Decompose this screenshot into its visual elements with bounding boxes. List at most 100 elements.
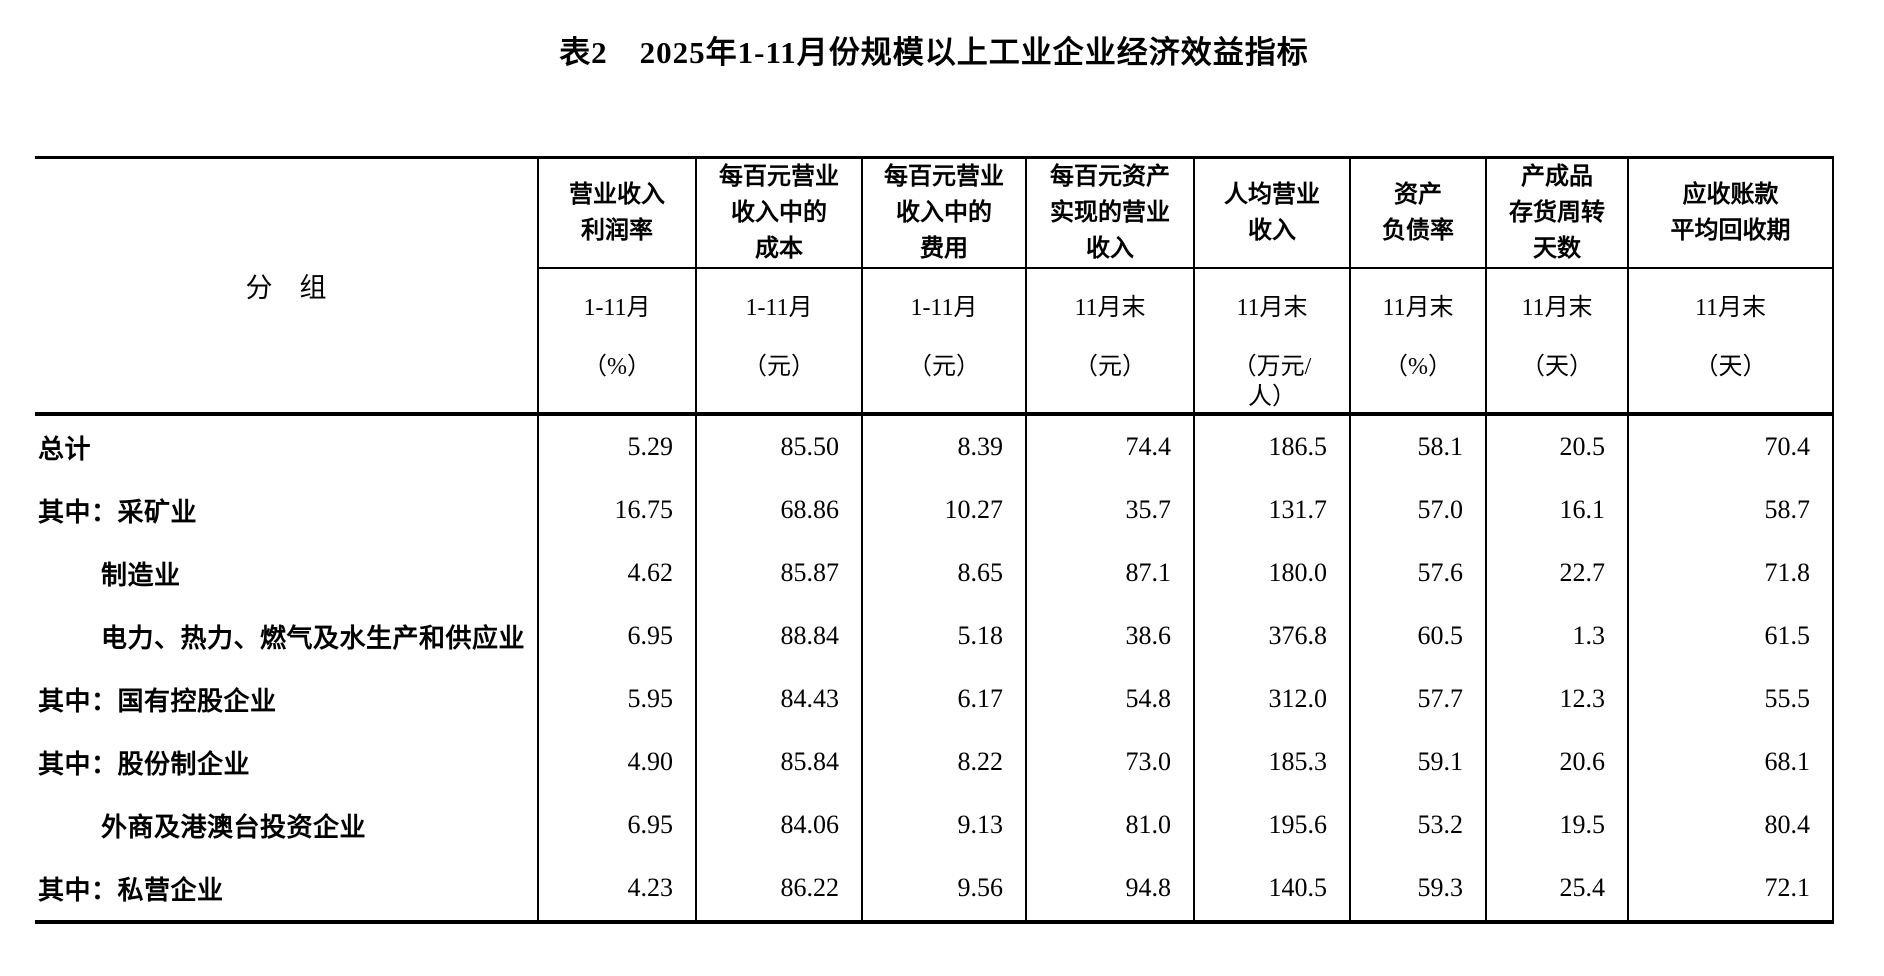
row-label: 其中：私营企业: [38, 875, 224, 905]
table-row: 其中：国有控股企业 5.95 84.43 6.17 54.8 312.0 57.…: [35, 667, 1834, 731]
cell-value: 25.4: [1485, 856, 1628, 922]
column-name: 应收账款 平均回收期: [1627, 157, 1834, 269]
cell-value: 57.7: [1349, 667, 1486, 731]
cell-value: 20.6: [1485, 730, 1628, 794]
cell-value: 57.0: [1349, 478, 1486, 542]
cell-value: 6.95: [537, 793, 696, 857]
column-name: 产成品 存货周转 天数: [1485, 157, 1628, 269]
table-row: 其中：股份制企业 4.90 85.84 8.22 73.0 185.3 59.1…: [35, 730, 1834, 794]
column-subheader: 11月末 （%）: [1349, 267, 1486, 414]
cell-value: 73.0: [1025, 730, 1194, 794]
cell-value: 87.1: [1025, 541, 1194, 605]
row-label: 总计: [35, 411, 538, 479]
cell-value: 80.4: [1627, 793, 1834, 857]
column-period: 11月末: [1382, 294, 1454, 321]
cell-value: 85.87: [695, 541, 862, 605]
cell-value: 19.5: [1485, 793, 1628, 857]
stub-header: 分 组: [245, 272, 327, 303]
column-unit: （万元/ 人）: [1232, 353, 1312, 410]
column-unit: （元）: [1074, 353, 1146, 380]
cell-value: 5.18: [861, 604, 1026, 668]
table-row: 总计 5.29 85.50 8.39 74.4 186.5 58.1 20.5 …: [35, 411, 1834, 479]
cell-value: 376.8: [1193, 604, 1350, 668]
column-period: 11月末: [1236, 294, 1308, 321]
cell-value: 85.84: [695, 730, 862, 794]
cell-value: 94.8: [1025, 856, 1194, 922]
statistics-table: 分 组 营业收入 利润率 每百元营业 收入中的 成本 每百元营业 收入中的 费用…: [35, 155, 1834, 924]
column-period: 11月末: [1521, 294, 1593, 321]
cell-value: 5.95: [537, 667, 696, 731]
cell-value: 131.7: [1193, 478, 1350, 542]
column-subheader: 1-11月 （%）: [537, 267, 696, 414]
row-label: 其中：采矿业: [38, 497, 198, 527]
column-unit: （%）: [583, 353, 651, 380]
cell-value: 58.1: [1349, 411, 1486, 479]
column-unit: （天）: [1694, 353, 1767, 380]
column-name: 营业收入 利润率: [537, 157, 696, 269]
cell-value: 6.17: [861, 667, 1026, 731]
column-unit: （元）: [743, 353, 815, 380]
cell-value: 59.3: [1349, 856, 1486, 922]
column-name: 资产 负债率: [1349, 157, 1486, 269]
column-unit: （元）: [908, 353, 980, 380]
cell-value: 35.7: [1025, 478, 1194, 542]
cell-value: 84.43: [695, 667, 862, 731]
table-row: 制造业 4.62 85.87 8.65 87.1 180.0 57.6 22.7…: [35, 541, 1834, 605]
cell-value: 312.0: [1193, 667, 1350, 731]
column-subheader: 1-11月 （元）: [695, 267, 862, 414]
column-period: 1-11月: [583, 294, 651, 321]
cell-value: 4.90: [537, 730, 696, 794]
row-label: 外商及港澳台投资企业: [101, 812, 367, 842]
column-period: 11月末: [1694, 294, 1767, 321]
cell-value: 12.3: [1485, 667, 1628, 731]
cell-value: 4.62: [537, 541, 696, 605]
column-subheader: 11月末 （元）: [1025, 267, 1194, 414]
cell-value: 53.2: [1349, 793, 1486, 857]
cell-value: 74.4: [1025, 411, 1194, 479]
row-label: 制造业: [101, 560, 181, 590]
cell-value: 9.56: [861, 856, 1026, 922]
cell-value: 54.8: [1025, 667, 1194, 731]
cell-value: 72.1: [1627, 856, 1834, 922]
cell-value: 185.3: [1193, 730, 1350, 794]
column-name: 人均营业 收入: [1193, 157, 1350, 269]
table-row: 其中：采矿业 16.75 68.86 10.27 35.7 131.7 57.0…: [35, 478, 1834, 542]
cell-value: 70.4: [1627, 411, 1834, 479]
cell-value: 8.22: [861, 730, 1026, 794]
header-row-indicators: 分 组 营业收入 利润率 每百元营业 收入中的 成本 每百元营业 收入中的 费用…: [35, 157, 1834, 303]
table-row: 外商及港澳台投资企业 6.95 84.06 9.13 81.0 195.6 53…: [35, 793, 1834, 857]
column-period: 1-11月: [745, 294, 813, 321]
cell-value: 1.3: [1485, 604, 1628, 668]
table-title: 表2 2025年1-11月份规模以上工业企业经济效益指标: [559, 35, 1309, 70]
cell-value: 68.1: [1627, 730, 1834, 794]
cell-value: 86.22: [695, 856, 862, 922]
cell-value: 85.50: [695, 411, 862, 479]
cell-value: 84.06: [695, 793, 862, 857]
cell-value: 20.5: [1485, 411, 1628, 479]
cell-value: 59.1: [1349, 730, 1486, 794]
cell-value: 16.1: [1485, 478, 1628, 542]
cell-value: 16.75: [537, 478, 696, 542]
column-subheader: 11月末 （天）: [1485, 267, 1628, 414]
row-label: 其中：股份制企业: [38, 749, 251, 779]
cell-value: 71.8: [1627, 541, 1834, 605]
column-name: 每百元营业 收入中的 成本: [695, 157, 862, 269]
cell-value: 9.13: [861, 793, 1026, 857]
table-row: 其中：私营企业 4.23 86.22 9.56 94.8 140.5 59.3 …: [35, 856, 1834, 922]
cell-value: 195.6: [1193, 793, 1350, 857]
column-subheader: 11月末 （万元/ 人）: [1193, 267, 1350, 414]
cell-value: 81.0: [1025, 793, 1194, 857]
cell-value: 58.7: [1627, 478, 1834, 542]
cell-value: 10.27: [861, 478, 1026, 542]
row-label: 其中：国有控股企业: [38, 686, 277, 716]
cell-value: 8.39: [861, 411, 1026, 479]
column-subheader: 1-11月 （元）: [861, 267, 1026, 414]
column-subheader: 11月末 （天）: [1627, 267, 1834, 414]
cell-value: 55.5: [1627, 667, 1834, 731]
cell-value: 140.5: [1193, 856, 1350, 922]
cell-value: 38.6: [1025, 604, 1194, 668]
row-label: 电力、热力、燃气及水生产和供应业: [101, 623, 526, 653]
cell-value: 61.5: [1627, 604, 1834, 668]
page: 表2 2025年1-11月份规模以上工业企业经济效益指标 分 组 营业收入 利润…: [0, 32, 1884, 976]
column-period: 11月末: [1074, 294, 1146, 321]
